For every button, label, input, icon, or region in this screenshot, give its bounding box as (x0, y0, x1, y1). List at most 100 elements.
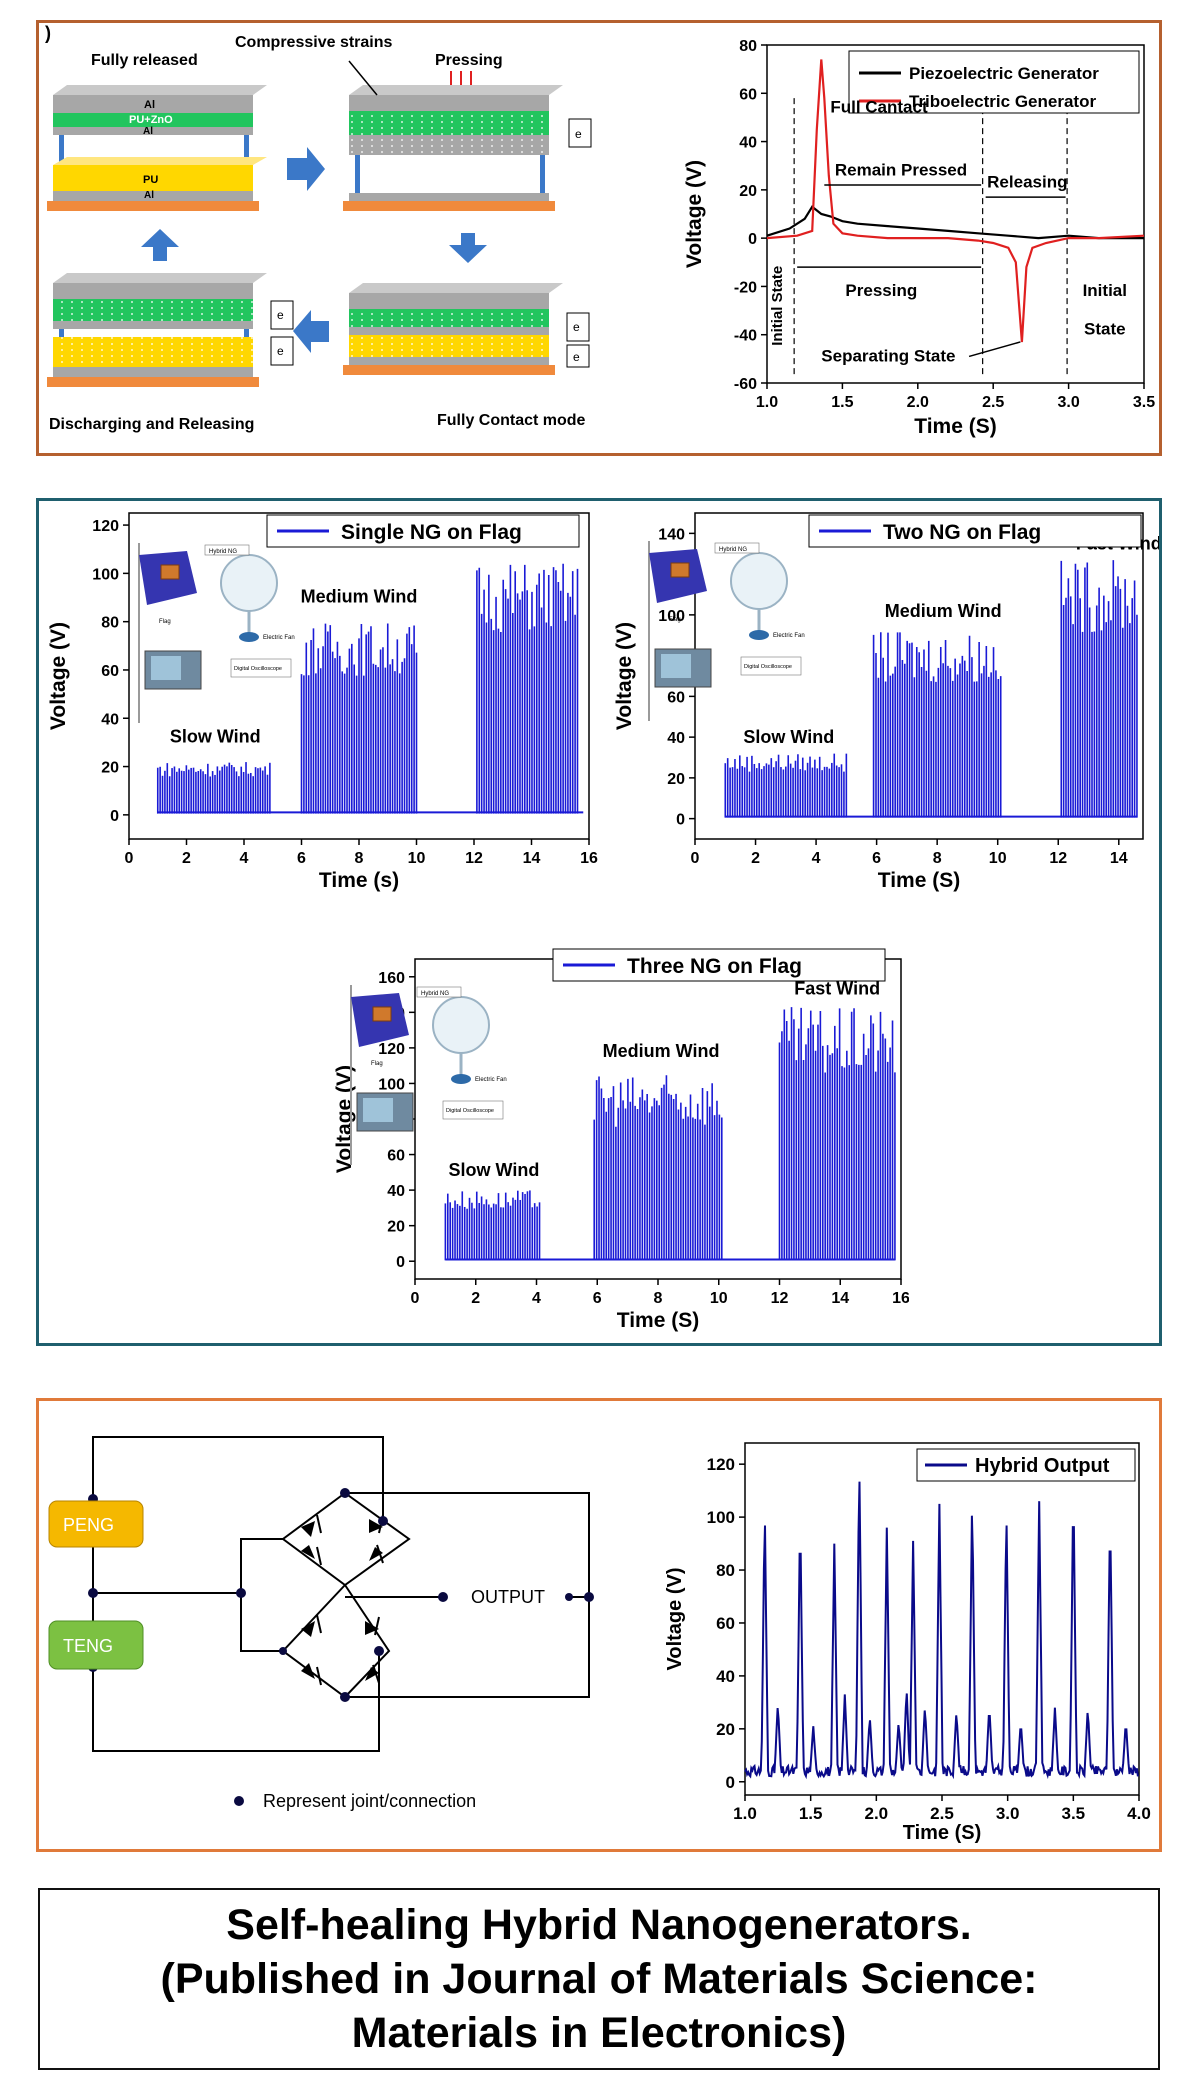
callout-oscilloscope (740, 656, 802, 676)
legend-label: Three NG on Flag (627, 955, 802, 978)
three-ng-flag-chart: 0246810121416020406080100120140160Time (… (333, 948, 909, 1332)
callout-hybrid-ng (714, 542, 760, 554)
legend-label: Two NG on Flag (883, 521, 1041, 544)
stack-fully-released: Al PU+ZnO Al PU Al (47, 85, 267, 211)
y-tick-label: 80 (101, 615, 119, 632)
x-axis-label: Time (S) (878, 869, 960, 892)
wind-label-0: Slow Wind (170, 726, 261, 746)
y-tick-label: -40 (734, 328, 757, 345)
annotation-remain-pressed: Remain Pressed (835, 160, 967, 179)
x-tick-label: 1.5 (799, 1804, 823, 1823)
inset-label-hybrid-ng: Hybrid NG (209, 549, 237, 555)
hybrid-output-chart: 1.0 1.5 2.0 2.5 3.0 3.5 4.0 0 20 40 60 80 100 120 Time… (664, 1442, 1151, 1844)
inset-label-hybrid-ng: Hybrid NG (421, 991, 449, 997)
x-tick-label: 3.0 (996, 1804, 1020, 1823)
electric-fan-icon (730, 552, 788, 610)
inset-label-fan: Electric Fan (263, 635, 295, 641)
x-tick-label: 16 (892, 1290, 909, 1307)
x-tick-label: 3.5 (1133, 394, 1155, 411)
footer-title-line-2: (Published in Journal of Materials Scien… (160, 1955, 1038, 2003)
layer-pu: PU (143, 174, 158, 186)
y-tick-label: 0 (676, 812, 685, 829)
annotation-initial-state-right-2: State (1084, 320, 1126, 339)
stack-pressing: e (343, 60, 592, 211)
y-tick-label: 60 (101, 663, 119, 680)
x-tick-label: 0 (125, 850, 134, 867)
x-tick-label: 10 (710, 1290, 728, 1307)
nanogenerator-schematic: Fully released Compressive strains Press… (47, 34, 592, 433)
label-pressing: Pressing (435, 52, 503, 69)
inset-label-flag: Flag (159, 619, 171, 625)
annotation-pressing: Pressing (845, 281, 917, 300)
series-line-hybrid (744, 1481, 1139, 1780)
inset-label-oscilloscope: Digital Oscilloscope (744, 664, 792, 670)
label-compressive-strains: Compressive strains (235, 34, 393, 51)
oscilloscope-screen (661, 654, 691, 678)
x-tick-label: 8 (654, 1290, 663, 1307)
legend-label: Single NG on Flag (341, 521, 522, 544)
y-tick-label: 20 (101, 760, 119, 777)
inset-label-oscilloscope: Digital Oscilloscope (446, 1108, 494, 1114)
x-tick-label: 6 (297, 850, 306, 867)
x-tick-label: 4.0 (1127, 1804, 1151, 1823)
inset-label-fan: Electric Fan (773, 633, 805, 639)
arrow-up-icon (141, 229, 179, 261)
x-tick-label: 4 (240, 850, 249, 867)
legend-label: Hybrid Output (975, 1455, 1110, 1477)
x-axis-label: Time (S) (903, 1822, 982, 1844)
y-tick-label: 20 (667, 771, 685, 788)
y-tick-label: 100 (378, 1076, 405, 1093)
x-tick-label: 16 (580, 850, 598, 867)
y-tick-label: 40 (667, 730, 685, 747)
annotation-separating-state: Separating State (821, 346, 955, 365)
layer-pu-zno: PU+ZnO (129, 114, 173, 126)
x-tick-label: 2 (751, 850, 760, 867)
legend-label: Piezoelectric Generator (909, 64, 1099, 83)
y-tick-label: 100 (707, 1508, 735, 1527)
joint-legend-dot (234, 1796, 244, 1806)
label-fully-released: Fully released (91, 52, 198, 69)
y-tick-label: 60 (387, 1148, 405, 1165)
x-tick-label: 1.5 (831, 394, 853, 411)
x-tick-label: 2.0 (907, 394, 929, 411)
gap-label-discharge-1: e (277, 308, 284, 322)
footer-title-line-3: Materials in Electronics) (351, 2009, 847, 2057)
arrow-separating (968, 341, 1021, 358)
x-axis-label: Time (S) (914, 415, 996, 438)
x-tick-label: 1.0 (756, 394, 778, 411)
series-line-tribo (766, 59, 1145, 343)
electric-fan-icon (220, 554, 278, 612)
piezo-tribo-voltage-chart: 1.0 1.5 2.0 2.5 3.0 3.5 -60 -40 -20 0 20 40 60 80 Time… (683, 38, 1155, 438)
annotation-full-contact: Full Cantact (830, 98, 928, 117)
x-tick-label: 14 (523, 850, 541, 867)
gap-label-contact-2: e (573, 350, 580, 364)
oscilloscope-screen (151, 656, 181, 680)
y-tick-label: 120 (92, 518, 119, 535)
x-axis-label: Time (s) (319, 869, 399, 892)
gap-label-discharge-2: e (277, 344, 284, 358)
x-tick-label: 10 (989, 850, 1007, 867)
label-discharging-releasing: Discharging and Releasing (49, 416, 254, 433)
stack-fully-contact: e e (343, 283, 590, 375)
callout-hybrid-ng (416, 986, 462, 998)
peng-box (48, 1500, 144, 1548)
y-tick-label: 140 (658, 526, 685, 543)
arrow-down-icon (449, 233, 487, 263)
y-tick-label: 0 (396, 1254, 405, 1271)
y-tick-label: 60 (667, 689, 685, 706)
legend-label: Triboelectric Generator (909, 92, 1096, 111)
x-axis-label: Time (S) (617, 1309, 699, 1332)
footer-title-line-1: Self-healing Hybrid Nanogenerators. (226, 1901, 972, 1949)
callout-oscilloscope (230, 658, 292, 678)
oscilloscope-screen (363, 1098, 393, 1122)
fan-base (239, 632, 259, 642)
inset-label-oscilloscope: Digital Oscilloscope (234, 666, 282, 672)
panel-label: ) (45, 23, 51, 43)
annotation-initial-state-left: Initial State (769, 266, 786, 346)
y-tick-label: 100 (92, 566, 119, 583)
fan-base (749, 630, 769, 640)
y-tick-label: 20 (716, 1720, 735, 1739)
y-tick-label: 0 (748, 231, 757, 248)
inset-label-fan: Electric Fan (475, 1077, 507, 1083)
y-tick-label: 0 (726, 1773, 735, 1792)
